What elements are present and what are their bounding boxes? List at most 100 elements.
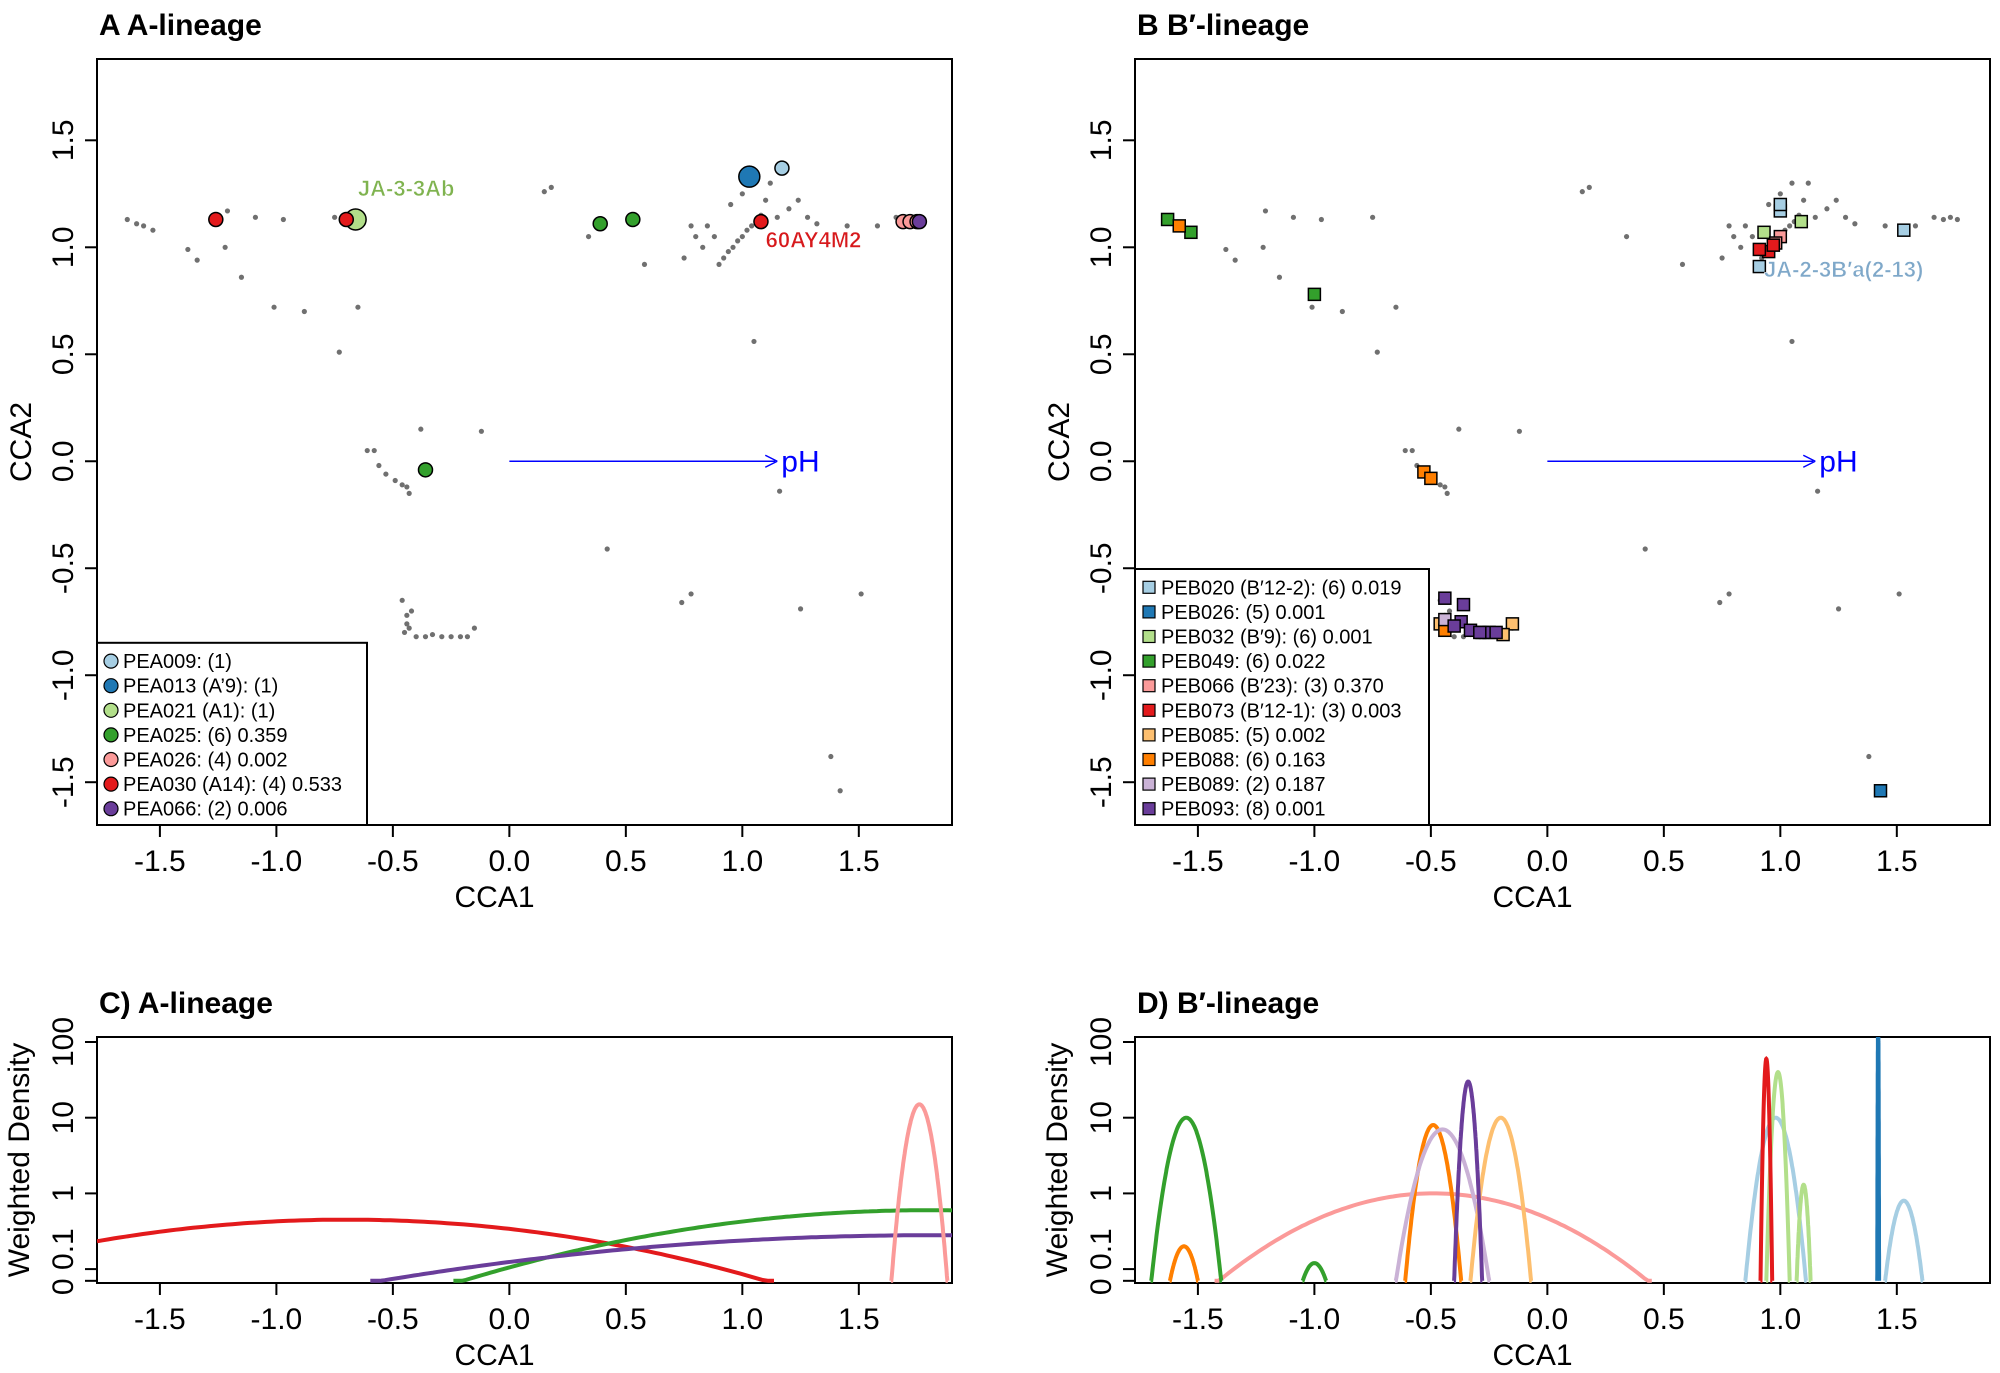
site-point (1833, 197, 1839, 203)
legend-swatch (1142, 728, 1156, 742)
y-tick-label: 0 (47, 1278, 80, 1295)
site-point (837, 788, 843, 794)
site-point (336, 349, 342, 355)
site-point (641, 261, 648, 268)
site-point (786, 206, 792, 212)
site-point (1912, 223, 1919, 229)
x-tick-label: 1.5 (838, 845, 880, 878)
x-tick-label: -1.0 (1289, 845, 1341, 878)
site-point (1309, 304, 1315, 310)
panel-title: C) A-lineage (99, 987, 273, 1020)
site-point (134, 221, 140, 227)
legend-entry: PEB049: (6) 0.022 (1161, 651, 1326, 673)
site-point (721, 255, 727, 261)
y-tick-label: 1.0 (1085, 226, 1118, 268)
legend-swatch (103, 678, 119, 694)
arrow-label: pH (781, 445, 819, 478)
site-point (332, 214, 338, 220)
legend-swatch (103, 801, 119, 817)
site-point (194, 257, 200, 263)
site-point (399, 482, 405, 488)
legend-entry: PEB089: (2) 0.187 (1161, 774, 1326, 796)
site-point (874, 223, 881, 229)
legend-entry: PEA066: (2) 0.006 (123, 799, 288, 821)
site-point (774, 214, 780, 220)
site-point (730, 244, 736, 250)
site-point (585, 233, 592, 240)
x-tick-label: -1.5 (1172, 1303, 1224, 1336)
legend-swatch (103, 702, 119, 718)
marker-1 (1873, 784, 1888, 798)
site-point (1232, 257, 1238, 263)
site-point (1852, 221, 1858, 227)
marker-3 (592, 216, 608, 232)
panel-B: B B′-lineage -1.5 -1.0 -0.5 0.0 0.5 1.0 1.5 CCA1… (1043, 9, 1991, 914)
x-tick-label: -0.5 (1405, 1303, 1457, 1336)
marker-9 (1489, 625, 1503, 640)
y-tick-label: -1.5 (47, 756, 80, 808)
site-point (355, 304, 361, 310)
marker-0 (1897, 223, 1911, 237)
site-point (1402, 447, 1408, 454)
legend-entry: PEA021 (A1): (1) (123, 700, 275, 722)
legend: PEB020 (B′12-2): (6) 0.019 PEB026: (5) 0.… (1134, 568, 1430, 826)
site-point (1738, 244, 1744, 250)
marker-9 (1456, 597, 1471, 612)
site-point (457, 634, 464, 640)
site-point (1815, 488, 1821, 494)
legend-entry: PEB032 (B′9): (6) 0.001 (1161, 627, 1373, 649)
site-point (1947, 214, 1953, 220)
marker-5 (1752, 242, 1767, 257)
point-annotation: JA-3-3Ab (358, 176, 455, 201)
legend-entry: PEA026: (4) 0.002 (123, 750, 288, 772)
marker-9 (1438, 591, 1452, 605)
site-point (1789, 338, 1795, 345)
density-curve-0 (1214, 1191, 1652, 1283)
site-point (681, 255, 687, 261)
density-curve-7 (1794, 1182, 1813, 1283)
site-point (1812, 214, 1818, 220)
legend-swatch (103, 776, 119, 792)
density-curve-6 (1883, 1198, 1925, 1283)
site-point (1954, 216, 1960, 223)
x-tick-label: 0.0 (1526, 1303, 1568, 1336)
site-point (1777, 191, 1783, 197)
y-tick-label: 1.0 (47, 226, 80, 268)
marker-5 (753, 213, 769, 230)
site-point (693, 233, 699, 240)
site-point (404, 621, 410, 627)
site-point (464, 634, 471, 640)
site-point (1456, 426, 1462, 432)
site-point (1726, 591, 1732, 597)
site-point (471, 625, 478, 631)
density-curve-9 (1875, 1037, 1882, 1281)
site-point (271, 304, 277, 310)
marker-2 (1794, 214, 1809, 229)
site-point (1931, 214, 1937, 220)
legend-swatch (1142, 605, 1156, 619)
site-point (763, 197, 769, 203)
arrowhead-icon (1802, 454, 1816, 468)
y-tick-label: 0.1 (1085, 1228, 1118, 1270)
site-point (1409, 447, 1415, 454)
legend-entry: PEA009: (1) (123, 651, 232, 673)
site-point (704, 223, 710, 229)
site-point (739, 233, 745, 240)
y-tick-label: 1 (47, 1185, 80, 1202)
site-point (1717, 599, 1723, 606)
marker-0 (774, 160, 790, 176)
site-point (371, 447, 377, 454)
x-tick-label: -0.5 (367, 845, 419, 878)
site-point (301, 308, 307, 315)
site-point (1586, 184, 1592, 190)
panel-A: A A-lineage -1.5 -1.0 -0.5 0.0 0.5 1.0 1.5 CCA1 -… (5, 9, 953, 914)
plot-frame (1134, 58, 1991, 826)
site-point (1842, 214, 1849, 220)
site-point (1437, 482, 1443, 488)
site-point (1290, 214, 1297, 220)
x-tick-label: 1.0 (721, 845, 763, 878)
site-point (728, 201, 734, 208)
x-tick-label: 1.5 (1876, 1303, 1918, 1336)
site-point (413, 634, 419, 640)
x-tick-label: -1.0 (251, 845, 303, 878)
